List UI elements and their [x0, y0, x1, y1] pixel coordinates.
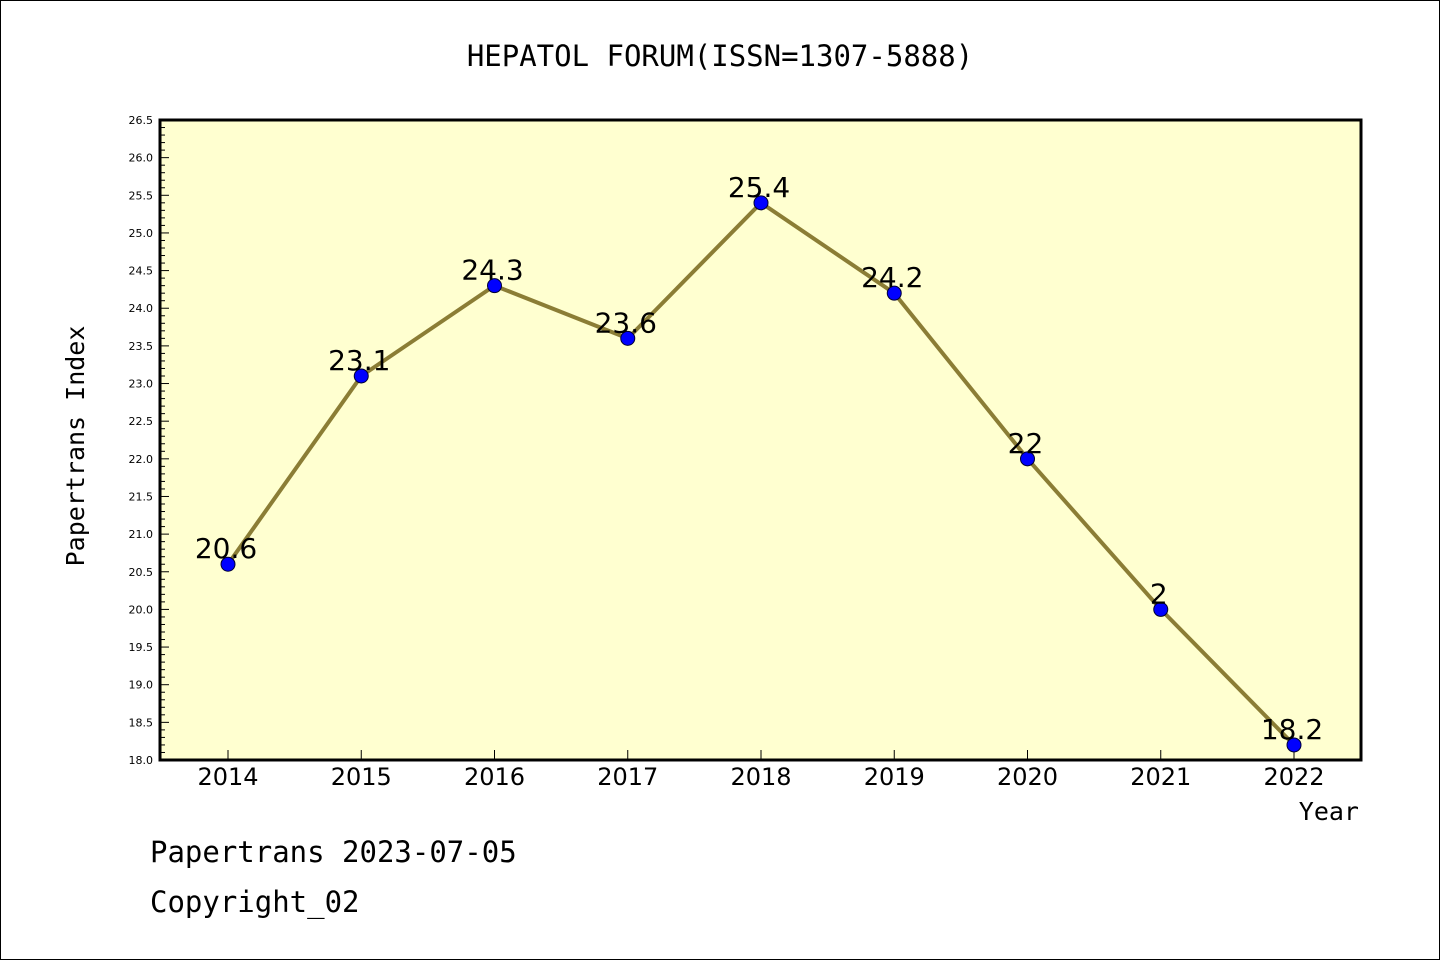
data-label: 23.6	[595, 306, 657, 339]
x-tick-label: 2017	[597, 763, 658, 791]
data-label: 22	[1008, 427, 1044, 460]
y-tick-label: 26.5	[129, 114, 154, 127]
data-point	[753, 195, 769, 211]
y-tick-label: 22.0	[129, 453, 154, 466]
y-tick-label: 19.5	[129, 641, 154, 654]
chart-title: HEPATOL FORUM(ISSN=1307-5888)	[467, 39, 973, 73]
data-label: 25.4	[728, 171, 790, 204]
x-axis-label: Year	[1299, 797, 1359, 826]
data-point	[1153, 601, 1169, 617]
data-label: 24.3	[461, 254, 523, 287]
data-label: 2	[1150, 577, 1168, 610]
series-markers	[220, 195, 1302, 753]
data-label: 18.2	[1261, 713, 1323, 746]
data-label: 24.2	[861, 261, 923, 294]
x-axis: 2014 2015 2016 2017 2018 2019 2020 2021 2022	[197, 750, 1325, 791]
y-tick-label: 24.0	[129, 302, 154, 315]
data-point	[353, 368, 369, 384]
y-tick-label: 22.5	[129, 415, 154, 428]
y-tick-label: 21.0	[129, 528, 154, 541]
footer-date: Papertrans 2023-07-05	[150, 835, 517, 869]
data-point	[220, 556, 236, 572]
y-tick-label: 25.5	[129, 189, 154, 202]
y-tick-label: 21.5	[129, 490, 154, 503]
footer-copyright: Copyright_02	[150, 885, 360, 919]
x-tick-label: 2014	[197, 763, 258, 791]
x-tick-label: 2022	[1263, 763, 1324, 791]
y-tick-label: 23.5	[129, 340, 154, 353]
x-tick-label: 2021	[1130, 763, 1191, 791]
data-label: 23.1	[328, 344, 390, 377]
data-point	[1020, 451, 1035, 467]
y-tick-label: 25.0	[129, 227, 154, 240]
y-tick-label: 23.0	[129, 378, 154, 391]
y-axis: 18.0 18.5 19.0 19.5 20.0 20.5 21.0 21.5 22.0 22.5…	[129, 114, 169, 767]
data-point	[487, 278, 502, 294]
plot-area	[158, 118, 1363, 762]
y-tick-label: 19.0	[129, 679, 154, 692]
y-tick-label: 18.0	[129, 754, 154, 767]
y-axis-label: Papertrans Index	[61, 326, 90, 567]
x-tick-label: 2020	[997, 763, 1058, 791]
y-tick-label: 20.0	[129, 603, 154, 616]
y-tick-label: 24.5	[129, 265, 154, 278]
data-point	[1286, 737, 1302, 753]
x-tick-label: 2019	[864, 763, 925, 791]
y-tick-label: 18.5	[129, 716, 154, 729]
x-tick-label: 2015	[331, 763, 392, 791]
x-tick-label: 2018	[730, 763, 791, 791]
y-tick-label: 20.5	[129, 566, 154, 579]
y-tick-label: 26.0	[129, 152, 154, 165]
data-point	[886, 285, 902, 301]
data-label: 20.6	[195, 532, 257, 565]
data-point	[620, 330, 636, 346]
x-tick-label: 2016	[464, 763, 525, 791]
